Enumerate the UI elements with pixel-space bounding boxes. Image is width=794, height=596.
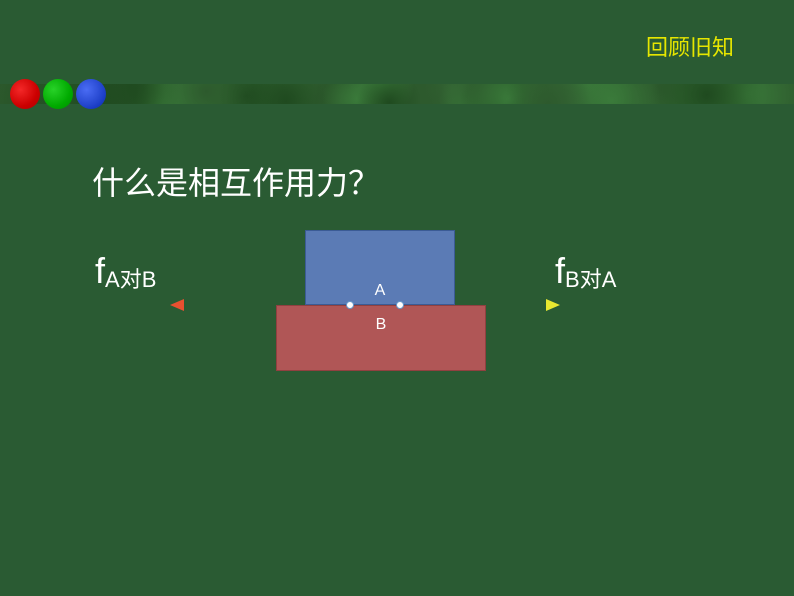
arrow-a-on-b xyxy=(155,290,365,320)
arrow-b-on-a xyxy=(385,290,575,320)
slide: 回顾旧知 什么是相互作用力？ B A fA xyxy=(0,0,794,596)
force-label-a-on-b: fA对B xyxy=(95,250,156,294)
force-label-b-on-a: fB对A xyxy=(555,250,616,294)
contact-point-dot xyxy=(346,301,354,309)
contact-point-dot xyxy=(396,301,404,309)
force-diagram: B A fA对B fB对A xyxy=(0,0,794,596)
